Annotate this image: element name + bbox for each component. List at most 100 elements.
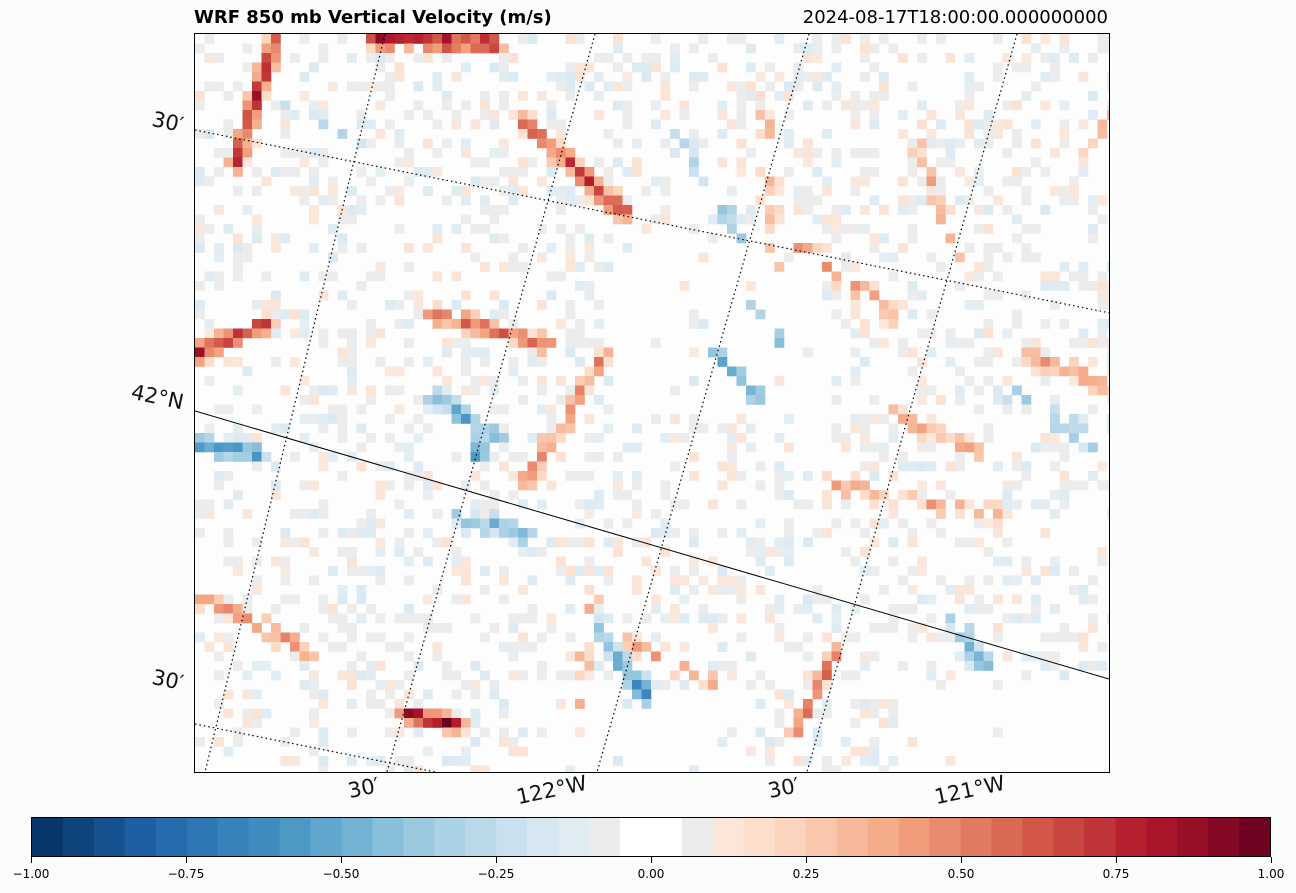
velocity-cell (603, 167, 614, 177)
velocity-cell (1059, 186, 1070, 196)
velocity-cell (404, 43, 414, 54)
velocity-cell (337, 233, 348, 244)
velocity-cell (195, 43, 205, 54)
velocity-cell (917, 490, 927, 500)
velocity-cell (803, 186, 813, 196)
velocity-cell (603, 613, 614, 624)
velocity-cell (822, 100, 832, 111)
velocity-cell (565, 62, 576, 73)
velocity-cell (698, 604, 709, 614)
velocity-cell (736, 110, 747, 120)
velocity-cell (1097, 300, 1108, 310)
velocity-cell (917, 623, 927, 633)
velocity-cell (565, 262, 576, 272)
velocity-cell (964, 195, 975, 206)
velocity-cell (1012, 575, 1022, 586)
velocity-cell (299, 376, 310, 386)
velocity-cell (527, 129, 538, 139)
velocity-cell (347, 566, 357, 576)
velocity-cell (755, 385, 766, 396)
velocity-cell (375, 518, 386, 529)
velocity-cell (556, 376, 566, 386)
velocity-cell (1078, 423, 1089, 434)
velocity-cell (1097, 34, 1108, 44)
velocity-cell (271, 490, 281, 500)
velocity-cell (575, 338, 585, 348)
colorbar-level (93, 818, 126, 856)
velocity-cell (556, 148, 566, 158)
velocity-cell (670, 566, 680, 576)
velocity-cell (556, 186, 566, 196)
velocity-cell (280, 167, 291, 177)
velocity-cell (765, 756, 775, 766)
velocity-cell (955, 461, 965, 472)
velocity-cell (888, 604, 899, 614)
velocity-cell (480, 480, 490, 491)
velocity-cell (746, 423, 756, 434)
velocity-cell (451, 566, 462, 576)
velocity-cell (404, 718, 414, 728)
velocity-cell (309, 718, 319, 728)
colorbar-level (32, 818, 64, 856)
velocity-cell (1012, 613, 1022, 624)
velocity-cell (850, 347, 861, 358)
velocity-cell (993, 632, 1003, 643)
velocity-cell (584, 176, 595, 187)
velocity-cell (879, 414, 889, 424)
velocity-cell (907, 585, 918, 595)
velocity-cell (271, 300, 281, 310)
velocity-cell (299, 34, 310, 44)
velocity-cell (328, 414, 338, 424)
velocity-cell (499, 262, 509, 272)
velocity-cell (280, 129, 291, 139)
velocity-cell (841, 34, 851, 44)
velocity-cell (394, 319, 405, 329)
velocity-cell (1040, 357, 1051, 367)
velocity-cell (907, 347, 918, 358)
velocity-cell (337, 528, 348, 538)
velocity-cell (1021, 91, 1032, 101)
velocity-cell (1021, 556, 1032, 567)
velocity-cell (907, 81, 918, 92)
velocity-cell (917, 395, 927, 405)
velocity-cell (755, 585, 766, 595)
colorbar-tick-label: 0.00 (637, 867, 665, 881)
velocity-cell (632, 585, 642, 595)
velocity-cell (708, 670, 718, 681)
velocity-cell (698, 72, 709, 82)
velocity-cell (632, 632, 642, 643)
velocity-cell (584, 252, 595, 263)
velocity-cell (869, 499, 880, 510)
longitude-gridline (596, 34, 810, 772)
velocity-cell (1059, 423, 1070, 434)
velocity-cell (309, 547, 319, 557)
velocity-cell (831, 148, 842, 158)
velocity-cell (537, 433, 547, 443)
velocity-cell (432, 395, 443, 405)
velocity-cell (1050, 423, 1060, 434)
velocity-cell (280, 737, 291, 747)
velocity-cell (651, 214, 661, 225)
velocity-cell (242, 243, 253, 253)
velocity-cell (765, 680, 775, 690)
velocity-cell (261, 708, 272, 719)
velocity-cell (347, 528, 357, 538)
velocity-cell (347, 376, 357, 386)
velocity-cell (318, 195, 329, 206)
velocity-cell (926, 129, 937, 139)
velocity-cell (204, 81, 215, 92)
velocity-cell (499, 328, 509, 339)
velocity-cell (214, 471, 224, 481)
velocity-cell (888, 271, 899, 282)
velocity-cell (774, 205, 785, 215)
velocity-cell (983, 433, 994, 443)
velocity-cell (774, 72, 785, 82)
velocity-cell (423, 110, 433, 120)
velocity-cell (660, 176, 671, 187)
velocity-cell (223, 528, 234, 538)
velocity-cell (622, 81, 633, 92)
velocity-cell (907, 157, 918, 168)
velocity-cell (470, 423, 481, 434)
velocity-cell (223, 91, 234, 101)
velocity-cell (1059, 319, 1070, 329)
